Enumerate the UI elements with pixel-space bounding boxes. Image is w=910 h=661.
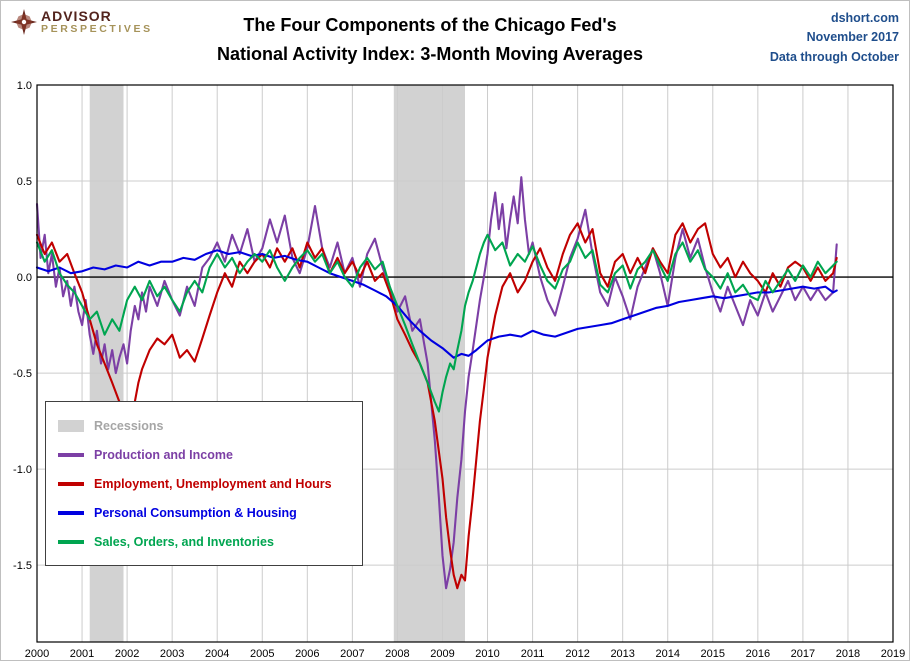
legend-label: Employment, Unemployment and Hours	[94, 476, 332, 491]
legend-item: Employment, Unemployment and Hours	[58, 469, 350, 498]
legend-item: Sales, Orders, and Inventories	[58, 527, 350, 556]
compass-logo-icon	[11, 9, 37, 35]
x-axis-tick-label: 2003	[160, 648, 184, 660]
header: ADVISOR PERSPECTIVES The Four Components…	[1, 1, 909, 79]
series-line-swatch	[58, 452, 84, 457]
x-axis-tick-label: 2014	[655, 648, 679, 660]
advisor-perspectives-logo: ADVISOR PERSPECTIVES	[11, 9, 153, 35]
source-site: dshort.com	[830, 11, 899, 25]
x-axis-tick-label: 2007	[340, 648, 364, 660]
chart-title: The Four Components of the Chicago Fed's…	[121, 11, 739, 69]
series-line-swatch	[58, 510, 84, 515]
y-axis-tick-label: -0.5	[13, 368, 32, 380]
source-attribution: dshort.com November 2017 Data through Oc…	[770, 9, 899, 67]
x-axis-tick-label: 2019	[881, 648, 905, 660]
chart-title-line1: The Four Components of the Chicago Fed's	[243, 15, 617, 35]
x-axis-tick-label: 2009	[430, 648, 454, 660]
y-axis-tick-label: 1.0	[17, 80, 32, 92]
logo-line1: ADVISOR	[41, 8, 112, 24]
y-axis-tick-label: 0.0	[17, 272, 32, 284]
x-axis-tick-label: 2013	[610, 648, 634, 660]
x-axis-tick-label: 2016	[746, 648, 770, 660]
x-axis-tick-label: 2004	[205, 648, 229, 660]
series-line-swatch	[58, 539, 84, 544]
x-axis-tick-label: 2002	[115, 648, 139, 660]
x-axis-tick-label: 2017	[791, 648, 815, 660]
chart-canvas: 1.0 0.5 0.0 -0.5 -1.0 -1.5 2000 2001 2002 2003 200…	[13, 80, 905, 660]
source-date: November 2017	[806, 30, 899, 45]
plot-border	[36, 84, 894, 643]
legend-item: Production and Income	[58, 440, 350, 469]
x-axis-tick-label: 2010	[475, 648, 499, 660]
legend-item: Personal Consumption & Housing	[58, 498, 350, 527]
legend-item: Recessions	[58, 411, 350, 440]
x-axis-tick-label: 2005	[250, 648, 274, 660]
x-axis-tick-label: 2012	[565, 648, 589, 660]
x-axis-tick-label: 2000	[25, 648, 49, 660]
legend-label: Personal Consumption & Housing	[94, 505, 297, 520]
logo-line2: PERSPECTIVES	[41, 22, 153, 35]
y-axis-tick-label: 0.5	[17, 176, 32, 188]
x-axis-tick-label: 2011	[521, 648, 545, 660]
source-note: Data through October	[769, 49, 899, 64]
chart-title-line2: National Activity Index: 3-Month Moving …	[216, 43, 644, 64]
chart-area: 1.0 0.5 0.0 -0.5 -1.0 -1.5 2000 2001 2002 2003 200…	[3, 79, 909, 660]
x-axis-tick-label: 2018	[836, 648, 860, 660]
x-axis-tick-label: 2001	[70, 648, 94, 660]
y-axis-tick-label: -1.5	[13, 560, 32, 572]
series-line-employment-unemployment-and-hours	[35, 222, 838, 590]
legend-label: Production and Income	[94, 447, 233, 462]
series-line-swatch	[58, 481, 84, 486]
x-axis-tick-label: 2015	[701, 648, 725, 660]
series-line-sales-orders-and-inventories	[35, 233, 838, 413]
recession-swatch	[58, 419, 84, 432]
legend-label: Recessions	[94, 418, 164, 433]
legend-box: Recessions Production and Income Employmen…	[45, 401, 363, 566]
series-line-personal-consumption-housing	[35, 249, 838, 359]
x-axis-tick-label: 2006	[295, 648, 319, 660]
y-axis-tick-label: -1.0	[13, 464, 32, 476]
x-axis-tick-label: 2008	[385, 648, 409, 660]
legend-label: Sales, Orders, and Inventories	[94, 534, 274, 549]
